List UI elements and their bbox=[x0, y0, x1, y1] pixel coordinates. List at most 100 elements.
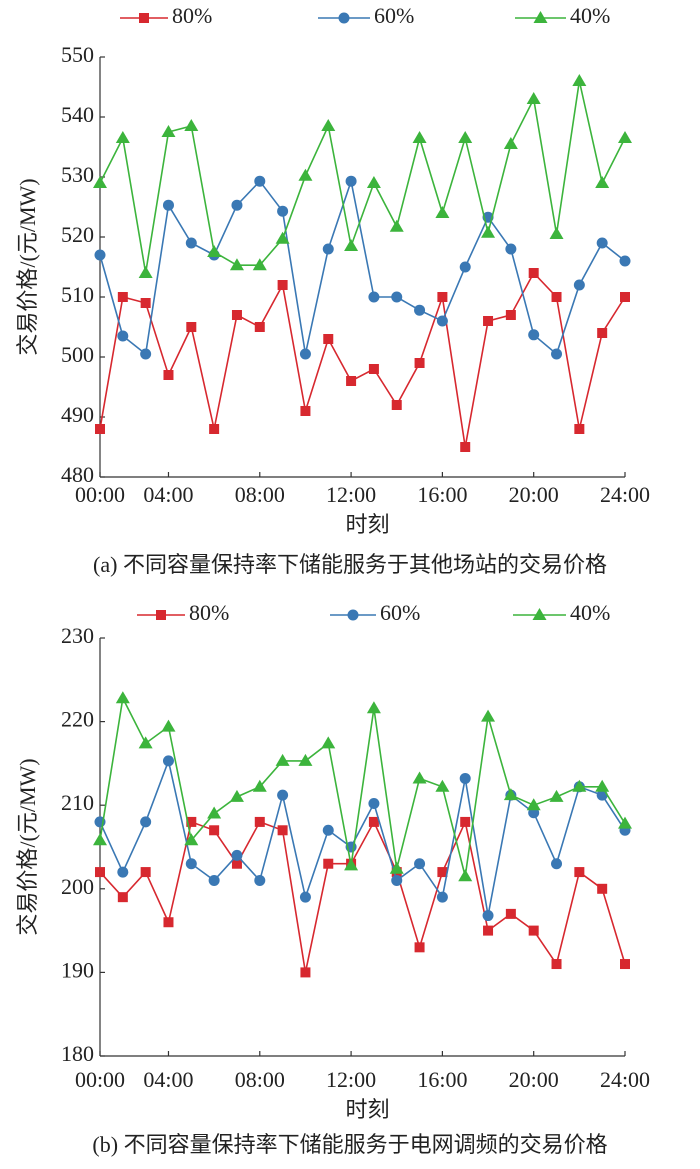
marker bbox=[140, 298, 151, 308]
marker bbox=[412, 131, 427, 143]
marker bbox=[161, 125, 176, 137]
marker bbox=[321, 736, 336, 749]
marker bbox=[368, 816, 379, 827]
marker bbox=[322, 824, 334, 836]
series-line bbox=[99, 819, 626, 973]
marker bbox=[162, 199, 174, 211]
marker bbox=[229, 789, 244, 802]
y-tick-label: 180 bbox=[61, 1041, 94, 1066]
series-line bbox=[99, 695, 626, 877]
marker bbox=[366, 701, 381, 714]
marker bbox=[161, 719, 176, 732]
y-tick-label: 550 bbox=[61, 42, 94, 67]
marker bbox=[298, 753, 313, 766]
x-tick-label: 04:00 bbox=[143, 482, 193, 507]
marker bbox=[459, 261, 471, 273]
marker bbox=[252, 779, 267, 792]
x-tick-label: 24:00 bbox=[600, 1067, 650, 1092]
legend-marker bbox=[338, 12, 350, 24]
marker bbox=[460, 442, 471, 452]
marker bbox=[572, 74, 587, 86]
x-tick-label: 08:00 bbox=[235, 482, 285, 507]
marker bbox=[277, 205, 289, 217]
marker bbox=[254, 874, 266, 886]
marker bbox=[526, 92, 541, 104]
marker bbox=[115, 691, 130, 704]
marker bbox=[414, 304, 426, 316]
marker bbox=[186, 816, 197, 827]
marker bbox=[366, 176, 381, 188]
marker bbox=[482, 910, 494, 922]
marker bbox=[437, 292, 448, 302]
marker bbox=[574, 424, 585, 434]
y-tick-label: 540 bbox=[61, 102, 94, 127]
marker bbox=[299, 891, 311, 903]
x-tick-label: 12:00 bbox=[326, 1067, 376, 1092]
marker bbox=[117, 330, 129, 342]
marker bbox=[300, 967, 311, 978]
marker bbox=[414, 942, 425, 953]
marker bbox=[207, 806, 222, 819]
caption: (a) 不同容量保持率下储能服务于其他场站的交易价格 bbox=[93, 552, 607, 577]
marker bbox=[208, 874, 220, 886]
marker bbox=[595, 176, 610, 188]
marker bbox=[503, 788, 518, 801]
marker bbox=[437, 867, 448, 878]
marker bbox=[140, 816, 152, 828]
marker bbox=[503, 137, 518, 149]
marker bbox=[321, 119, 336, 131]
series-line bbox=[99, 178, 626, 356]
y-tick-label: 530 bbox=[61, 162, 94, 187]
marker bbox=[231, 310, 242, 320]
marker bbox=[481, 225, 496, 238]
marker bbox=[184, 119, 199, 131]
marker bbox=[368, 364, 379, 374]
marker bbox=[618, 131, 632, 143]
y-tick-label: 510 bbox=[61, 282, 94, 307]
marker bbox=[620, 959, 630, 970]
marker bbox=[95, 424, 105, 434]
marker bbox=[344, 239, 359, 251]
marker bbox=[459, 772, 471, 784]
marker bbox=[414, 858, 426, 870]
y-tick-label: 500 bbox=[61, 342, 94, 367]
x-tick-label: 00:00 bbox=[75, 1067, 125, 1092]
marker bbox=[209, 424, 220, 434]
marker bbox=[368, 798, 380, 810]
marker bbox=[117, 866, 129, 878]
marker bbox=[391, 874, 403, 886]
marker bbox=[595, 779, 610, 792]
marker bbox=[277, 825, 288, 836]
marker bbox=[231, 199, 243, 211]
marker bbox=[185, 237, 197, 249]
marker bbox=[458, 131, 473, 143]
x-tick-label: 16:00 bbox=[417, 482, 467, 507]
marker bbox=[391, 291, 403, 303]
marker bbox=[254, 175, 266, 187]
marker bbox=[95, 867, 105, 878]
y-tick-label: 190 bbox=[61, 957, 94, 982]
marker bbox=[549, 789, 564, 802]
marker bbox=[163, 917, 174, 928]
legend-label: 80% bbox=[172, 3, 212, 28]
legend-marker bbox=[347, 609, 359, 621]
marker bbox=[93, 833, 107, 846]
marker bbox=[277, 280, 288, 290]
y-tick-label: 220 bbox=[61, 707, 94, 732]
marker bbox=[138, 266, 153, 278]
marker bbox=[572, 779, 587, 792]
marker bbox=[414, 358, 425, 368]
marker bbox=[436, 891, 448, 903]
marker bbox=[551, 348, 563, 360]
x-tick-label: 08:00 bbox=[235, 1067, 285, 1092]
marker bbox=[551, 292, 562, 302]
marker bbox=[597, 883, 608, 894]
x-tick-label: 00:00 bbox=[75, 482, 125, 507]
marker bbox=[551, 858, 563, 870]
x-tick-label: 24:00 bbox=[600, 482, 650, 507]
marker bbox=[323, 334, 334, 344]
x-tick-label: 04:00 bbox=[143, 1067, 193, 1092]
legend-marker bbox=[533, 11, 548, 23]
marker bbox=[252, 258, 267, 271]
y-tick-label: 480 bbox=[61, 462, 94, 487]
